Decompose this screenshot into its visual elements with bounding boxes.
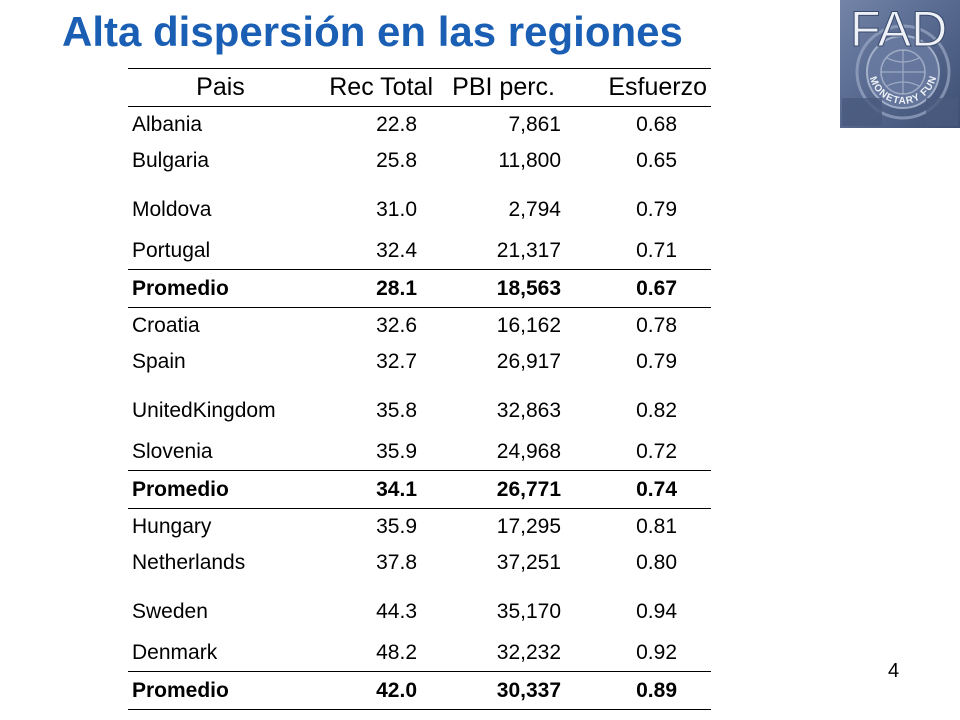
cell-rec: 32.7	[376, 350, 417, 373]
cell-esf: 0.89	[571, 671, 711, 710]
cell-pbi: 32,863	[496, 399, 561, 422]
cell-esf: 0.68	[636, 113, 677, 136]
cell-pais: Bulgaria	[132, 149, 210, 172]
cell-esf: 0.67	[571, 269, 711, 308]
header-rec-total: Rec Total	[313, 68, 443, 107]
table-row: Albania 22.8 7,861 0.68	[128, 107, 711, 144]
cell-esf: 0.82	[636, 399, 677, 422]
table-row: Slovenia 35.9 24,968 0.72	[128, 434, 711, 471]
fad-logo: FAD MONETARY FUND	[840, 0, 960, 128]
table-row: Bulgaria 25.8 11,800 0.65	[128, 143, 711, 179]
cell-rec: 35.8	[376, 399, 417, 422]
cell-esf: 0.80	[636, 551, 677, 574]
header-pais: Pais	[128, 68, 313, 107]
cell-esf: 0.65	[636, 149, 677, 172]
cell-pais: Promedio	[128, 671, 313, 710]
cell-pbi: 35,170	[496, 600, 561, 623]
cell-pais: Denmark	[132, 641, 218, 664]
cell-pbi: 26,917	[496, 350, 561, 373]
cell-esf: 0.72	[636, 440, 677, 463]
cell-pbi: 2,794	[508, 198, 561, 221]
cell-esf: 0.74	[571, 470, 711, 509]
cell-rec: 37.8	[376, 551, 417, 574]
table-row: Moldova 31.0 2,794 0.79	[128, 179, 711, 233]
header-esfuerzo: Esfuerzo	[571, 68, 711, 107]
cell-pais: Sweden	[132, 600, 208, 623]
cell-pbi: 21,317	[496, 239, 561, 262]
cell-pbi: 16,162	[496, 314, 561, 337]
cell-pais: Moldova	[132, 198, 212, 221]
cell-pais: Spain	[132, 350, 186, 373]
average-row: Promedio 34.1 26,771 0.74	[128, 470, 711, 509]
cell-pais: Slovenia	[132, 440, 213, 463]
cell-rec: 31.0	[376, 198, 417, 221]
page-number: 4	[888, 660, 900, 682]
cell-esf: 0.81	[636, 515, 677, 538]
cell-rec: 25.8	[376, 149, 417, 172]
cell-pais: Promedio	[128, 269, 313, 308]
cell-pbi: 18,563	[443, 269, 571, 308]
average-row: Promedio 42.0 30,337 0.89	[128, 671, 711, 710]
imf-seal-icon: FAD MONETARY FUND	[840, 0, 960, 128]
cell-esf: 0.79	[636, 198, 677, 221]
cell-pbi: 30,337	[443, 671, 571, 710]
cell-pais: Portugal	[132, 239, 211, 262]
cell-rec: 44.3	[376, 600, 417, 623]
cell-pais: Albania	[132, 113, 203, 136]
cell-esf: 0.94	[636, 600, 677, 623]
table-row: Sweden 44.3 35,170 0.94	[128, 581, 711, 635]
cell-esf: 0.71	[636, 239, 677, 262]
cell-rec: 42.0	[313, 671, 443, 710]
table-row: Portugal 32.4 21,317 0.71	[128, 233, 711, 270]
cell-pbi: 26,771	[443, 470, 571, 509]
svg-text:FAD: FAD	[850, 1, 947, 57]
cell-pais: Netherlands	[132, 551, 246, 574]
cell-rec: 34.1	[313, 470, 443, 509]
cell-pbi: 11,800	[498, 149, 561, 172]
table-row: Croatia 32.6 16,162 0.78	[128, 308, 711, 345]
average-row: Promedio 28.1 18,563 0.67	[128, 269, 711, 308]
cell-esf: 0.92	[636, 641, 677, 664]
cell-rec: 32.6	[376, 314, 417, 337]
header-pbi-perc: PBI perc.	[443, 68, 571, 107]
cell-pbi: 17,295	[496, 515, 561, 538]
cell-pais: Hungary	[132, 515, 212, 538]
table-header-row: Pais Rec Total PBI perc. Esfuerzo	[128, 68, 711, 107]
cell-pais: UnitedKingdom	[132, 399, 276, 422]
cell-esf: 0.79	[636, 350, 677, 373]
cell-pbi: 24,968	[496, 440, 561, 463]
cell-rec: 35.9	[376, 440, 417, 463]
cell-pbi: 7,861	[508, 113, 561, 136]
table-row: Spain 32.7 26,917 0.79	[128, 344, 711, 380]
cell-pbi: 37,251	[496, 551, 561, 574]
cell-esf: 0.78	[636, 314, 677, 337]
slide-title: Alta dispersión en las regiones	[62, 8, 683, 55]
table-row: Netherlands 37.8 37,251 0.80	[128, 545, 711, 581]
table-row: UnitedKingdom 35.8 32,863 0.82	[128, 380, 711, 434]
cell-rec: 32.4	[376, 239, 417, 262]
cell-pbi: 32,232	[496, 641, 561, 664]
table-row: Denmark 48.2 32,232 0.92	[128, 635, 711, 672]
table-row: Hungary 35.9 17,295 0.81	[128, 509, 711, 546]
cell-rec: 48.2	[376, 641, 417, 664]
cell-pais: Croatia	[132, 314, 200, 337]
cell-rec: 35.9	[376, 515, 417, 538]
data-table: Pais Rec Total PBI perc. Esfuerzo Albani…	[128, 68, 711, 710]
cell-rec: 28.1	[313, 269, 443, 308]
cell-pais: Promedio	[128, 470, 313, 509]
cell-rec: 22.8	[376, 113, 417, 136]
